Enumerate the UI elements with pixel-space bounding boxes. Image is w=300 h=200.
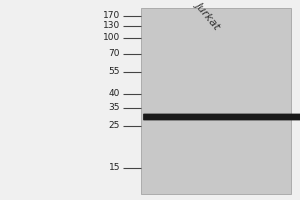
Text: 100: 100 [103, 33, 120, 43]
Text: 25: 25 [109, 121, 120, 130]
Text: 70: 70 [109, 49, 120, 58]
Text: Jurkat: Jurkat [194, 0, 222, 31]
Text: 35: 35 [109, 104, 120, 112]
Bar [141, 8, 291, 194]
Text: 15: 15 [109, 163, 120, 172]
Text: 130: 130 [103, 21, 120, 30]
Text: 55: 55 [109, 68, 120, 76]
FancyBboxPatch shape [143, 114, 300, 120]
Text: 170: 170 [103, 11, 120, 21]
Text: 40: 40 [109, 90, 120, 98]
